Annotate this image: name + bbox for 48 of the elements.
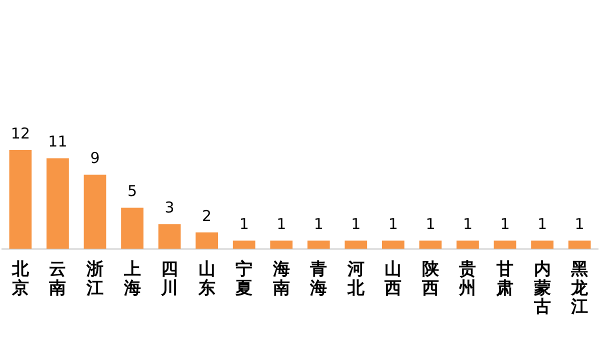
bar xyxy=(531,240,554,249)
bar xyxy=(158,224,181,249)
data-label: 12 xyxy=(10,124,30,142)
bar xyxy=(196,232,218,249)
bar xyxy=(84,174,106,249)
x-tick-label: 青海 xyxy=(309,260,328,298)
data-label: 5 xyxy=(127,182,138,200)
data-label: 1 xyxy=(388,215,398,234)
bar xyxy=(344,240,368,249)
data-label: 1 xyxy=(314,215,324,234)
bar xyxy=(568,240,591,249)
bar xyxy=(456,240,479,249)
data-label: 1 xyxy=(239,215,249,234)
x-tick-label: 陕西 xyxy=(420,260,439,298)
data-label: 1 xyxy=(538,215,548,234)
bar xyxy=(307,240,330,249)
x-tick-label: 宁夏 xyxy=(234,260,253,298)
x-tick-label: 四川 xyxy=(160,260,178,298)
data-label: 1 xyxy=(500,215,510,234)
x-tick-label: 贵州 xyxy=(458,260,476,298)
x-tick-label: 黑龙江 xyxy=(570,260,590,318)
x-tick-label: 浙江 xyxy=(85,260,104,298)
bar xyxy=(232,240,256,249)
bar xyxy=(270,240,293,249)
x-tick-label: 云南 xyxy=(48,260,66,298)
data-label: 1 xyxy=(462,215,473,234)
data-label: 11 xyxy=(48,132,68,151)
data-label: 1 xyxy=(426,215,436,234)
data-label: 9 xyxy=(90,149,100,168)
x-tick-label: 山东 xyxy=(197,260,216,298)
x-tick-label: 山西 xyxy=(384,260,402,298)
data-label: 1 xyxy=(276,215,286,234)
bar xyxy=(9,150,32,249)
data-label: 1 xyxy=(574,215,584,234)
x-tick-label: 内蒙古 xyxy=(532,260,551,318)
x-tick-label: 河北 xyxy=(346,260,366,298)
bar xyxy=(494,240,516,249)
bar xyxy=(419,240,442,249)
data-label: 2 xyxy=(202,206,212,225)
data-label: 1 xyxy=(351,215,361,234)
bar xyxy=(382,240,404,249)
x-tick-label: 甘肃 xyxy=(496,260,514,298)
x-tick-label: 北京 xyxy=(10,260,30,298)
bar xyxy=(121,208,144,249)
data-label: 3 xyxy=(164,198,174,217)
x-tick-label: 海南 xyxy=(272,260,290,298)
bar xyxy=(46,158,69,249)
x-tick-label: 上海 xyxy=(122,260,141,298)
